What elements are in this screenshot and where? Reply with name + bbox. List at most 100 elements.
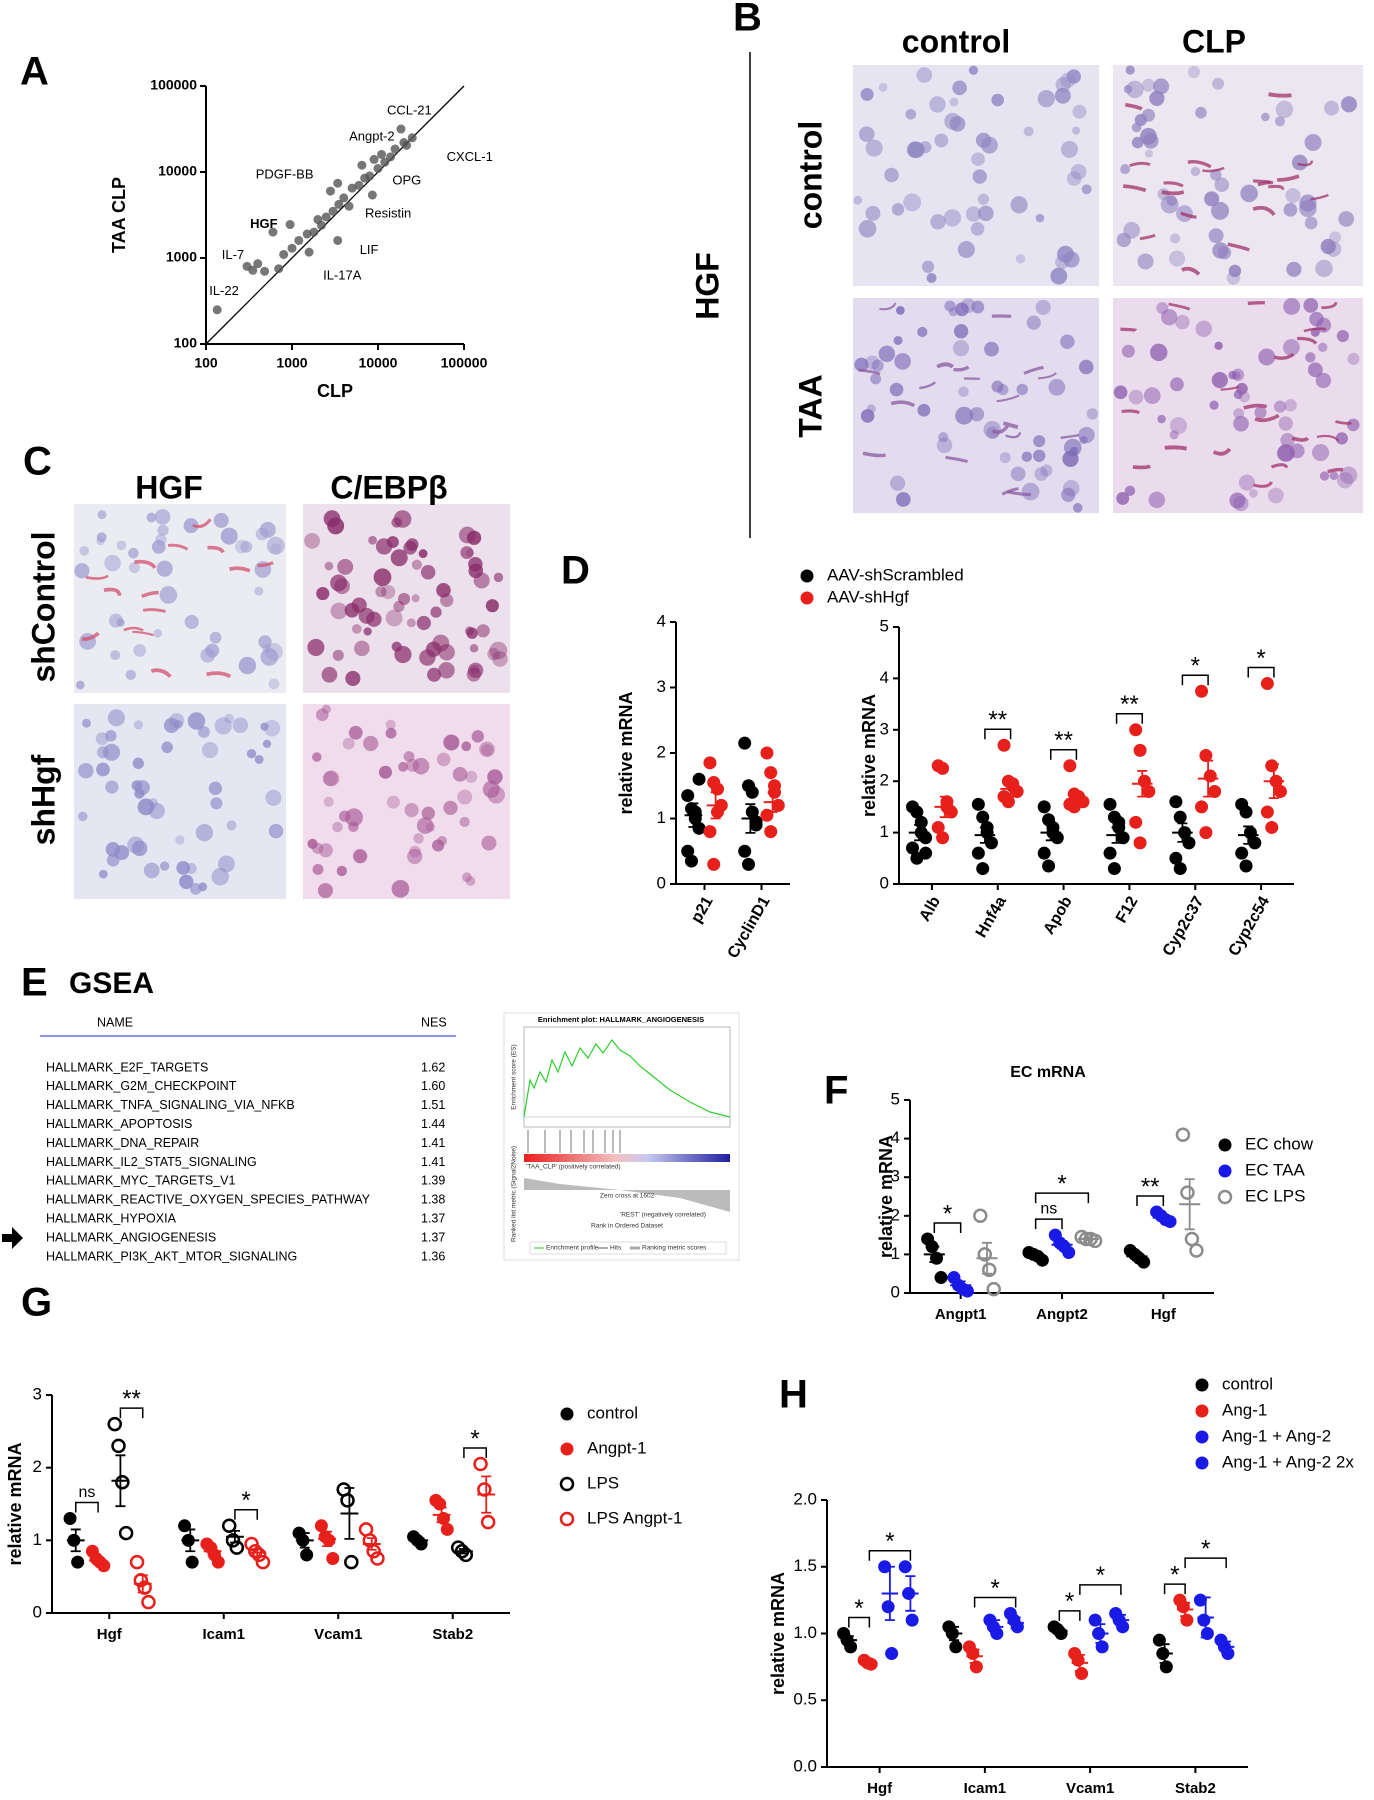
error-bar — [481, 1475, 492, 1514]
point — [1235, 846, 1249, 860]
nucleus — [133, 644, 147, 657]
point — [760, 808, 774, 822]
stain — [1268, 184, 1285, 191]
nucleus — [151, 539, 166, 554]
nucleus — [1347, 352, 1360, 365]
nucleus — [146, 512, 157, 523]
bracket — [1115, 713, 1143, 724]
stain — [1327, 467, 1344, 474]
point — [1173, 810, 1187, 824]
point — [111, 1438, 126, 1454]
point — [386, 152, 396, 162]
point — [1107, 862, 1121, 876]
point — [1116, 831, 1130, 845]
point — [211, 1555, 225, 1569]
error-bar — [207, 1546, 218, 1556]
error-bar — [1200, 1596, 1211, 1639]
error-bar — [1071, 792, 1082, 807]
x-tick-label: Hgf — [97, 1626, 123, 1643]
nes: 1.38 — [421, 1193, 445, 1207]
point — [969, 1660, 983, 1674]
stain — [1180, 211, 1197, 219]
nucleus — [262, 739, 272, 748]
nucleus — [407, 848, 423, 865]
point — [354, 180, 364, 190]
point — [741, 857, 755, 871]
point — [322, 1533, 336, 1547]
nucleus — [1048, 378, 1066, 396]
panel-letter: H — [779, 1373, 808, 1417]
x-tick-label: CyclinD1 — [725, 894, 774, 962]
y-tick-label: 1 — [33, 1530, 42, 1549]
legend-marker — [560, 1407, 574, 1421]
error-bar — [414, 1537, 425, 1544]
nes: 1.44 — [421, 1117, 445, 1131]
nucleus — [1212, 242, 1229, 259]
hits — [527, 1130, 621, 1153]
nucleus — [1170, 233, 1181, 244]
error-bar — [884, 1565, 895, 1622]
bracket — [234, 1509, 258, 1520]
error-bar — [1243, 825, 1254, 845]
point — [63, 1512, 77, 1526]
nucleus — [125, 669, 136, 681]
nucleus — [316, 586, 330, 601]
nucleus — [157, 524, 169, 536]
stain — [1001, 487, 1019, 496]
nucleus — [968, 65, 979, 75]
nucleus — [948, 307, 958, 317]
stain — [132, 630, 154, 637]
y-axis-label: relative mRNA — [859, 694, 879, 817]
nucleus — [1286, 261, 1302, 277]
panel-letter: D — [561, 549, 590, 593]
nucleus — [952, 340, 970, 357]
nucleus — [871, 359, 884, 372]
nucleus — [413, 833, 424, 844]
point — [997, 738, 1011, 752]
x-tick-label: Angpt1 — [935, 1306, 987, 1323]
nucleus — [1317, 342, 1328, 352]
significance: * — [470, 1425, 479, 1452]
nucleus — [929, 96, 946, 113]
nucleus — [936, 437, 953, 453]
point — [115, 1474, 130, 1490]
error-bar — [70, 1528, 81, 1553]
nucleus — [132, 757, 144, 770]
point — [325, 186, 335, 196]
stain — [85, 574, 109, 580]
point — [1137, 1255, 1151, 1269]
nucleus — [209, 631, 222, 644]
nucleus — [1063, 438, 1082, 457]
nucleus — [254, 754, 264, 764]
significance: * — [943, 1200, 952, 1227]
x-tick-label: Stab2 — [432, 1626, 473, 1643]
point-label: OPG — [392, 172, 421, 187]
x-tick-label: 10000 — [359, 355, 398, 371]
stain — [150, 668, 172, 678]
gene-set: HALLMARK_REACTIVE_OXYGEN_SPECIES_PATHWAY — [46, 1193, 371, 1207]
stain — [1038, 372, 1057, 380]
nucleus — [179, 874, 194, 889]
point — [1193, 1593, 1207, 1607]
stain — [1252, 205, 1276, 217]
nucleus — [467, 662, 484, 679]
nucleus — [161, 741, 173, 754]
point — [107, 1416, 122, 1432]
nucleus — [1143, 133, 1159, 149]
stain — [862, 451, 886, 458]
legend-label: EC LPS — [1245, 1186, 1305, 1205]
nucleus — [105, 780, 119, 794]
legend-label: EC chow — [1245, 1134, 1314, 1153]
stain — [81, 631, 100, 641]
point — [1197, 1613, 1211, 1627]
point — [692, 772, 706, 786]
nucleus — [390, 549, 408, 567]
nucleus — [1060, 334, 1075, 350]
nucleus — [1113, 385, 1128, 400]
nucleus — [187, 712, 206, 730]
point — [333, 178, 343, 188]
point — [274, 264, 284, 274]
nucleus — [953, 324, 969, 339]
nucleus — [391, 879, 410, 898]
